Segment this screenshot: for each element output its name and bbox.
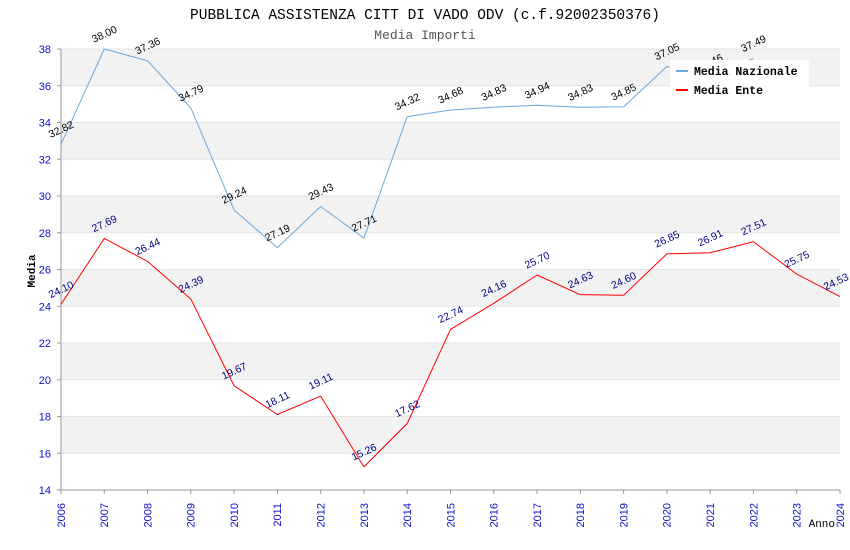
grid-band (61, 416, 840, 454)
x-tick-label: 2012 (316, 503, 328, 527)
x-tick-label: 2011 (272, 503, 284, 527)
x-tick-label: 2020 (662, 503, 674, 527)
y-axis-ticks: 14 16 18 20 22 24 26 28 30 32 34 36 38 (39, 44, 61, 497)
legend-label-media-ente: Media Ente (694, 85, 763, 98)
series-line-media-ente (60, 237, 841, 468)
y-tick-label: 30 (39, 191, 51, 203)
y-tick-label: 38 (39, 44, 51, 56)
x-tick-label: 2009 (186, 503, 198, 527)
grid-band (61, 232, 840, 270)
series-line-media-nazionale (60, 48, 754, 249)
legend-label-media-nazionale: Media Nazionale (694, 66, 798, 79)
x-tick-label: 2014 (402, 503, 414, 527)
grid-band (61, 343, 840, 380)
grid-band (61, 196, 840, 233)
x-tick-label: 2023 (792, 503, 804, 527)
y-tick-label: 22 (39, 338, 51, 350)
x-tick-label: 2016 (489, 503, 501, 527)
x-tick-label: 2013 (359, 503, 371, 527)
chart-title: PUBBLICA ASSISTENZA CITT DI VADO ODV (c.… (190, 8, 660, 24)
y-tick-label: 16 (39, 448, 51, 460)
legend-item-media-ente: Media Ente (676, 85, 763, 98)
plot-background (61, 49, 840, 490)
x-tick-label: 2018 (575, 503, 587, 527)
y-tick-label: 14 (39, 485, 51, 497)
data-label-media-nazionale: 38.00 (90, 24, 119, 46)
y-axis-title: Media (27, 254, 39, 287)
y-tick-label: 26 (39, 265, 51, 277)
x-axis-ticks: 2006 2007 2008 2009 2010 2011 2012 2013 2014 2015… (56, 490, 847, 527)
x-tick-label: 2017 (532, 503, 544, 527)
grid-band (61, 306, 840, 343)
chart-subtitle: Media Importi (374, 28, 476, 43)
legend-box (670, 60, 809, 102)
x-tick-label: 2007 (99, 503, 111, 527)
x-tick-label: 2019 (618, 503, 630, 527)
y-tick-label: 36 (39, 81, 51, 93)
x-tick-label: 2024 (835, 503, 847, 527)
y-tick-label: 28 (39, 228, 51, 240)
y-tick-label: 34 (39, 118, 51, 130)
y-tick-label: 20 (39, 375, 51, 387)
x-tick-label: 2021 (705, 503, 717, 527)
grid-band (61, 453, 840, 490)
y-tick-label: 24 (39, 301, 51, 313)
x-tick-label: 2008 (142, 503, 154, 527)
series-lines (60, 48, 841, 468)
x-axis-title: Anno (809, 519, 835, 531)
x-tick-label: 2006 (56, 503, 68, 527)
x-tick-label: 2022 (748, 503, 760, 527)
legend-item-media-nazionale: Media Nazionale (676, 66, 798, 79)
x-tick-label: 2015 (445, 503, 457, 527)
legend: Media Nazionale Media Ente (670, 60, 809, 102)
grid-band (61, 159, 840, 196)
grid-band (61, 379, 840, 417)
y-tick-label: 18 (39, 412, 51, 424)
grid-band (61, 122, 840, 160)
x-tick-label: 2010 (229, 503, 241, 527)
y-tick-label: 32 (39, 154, 51, 166)
